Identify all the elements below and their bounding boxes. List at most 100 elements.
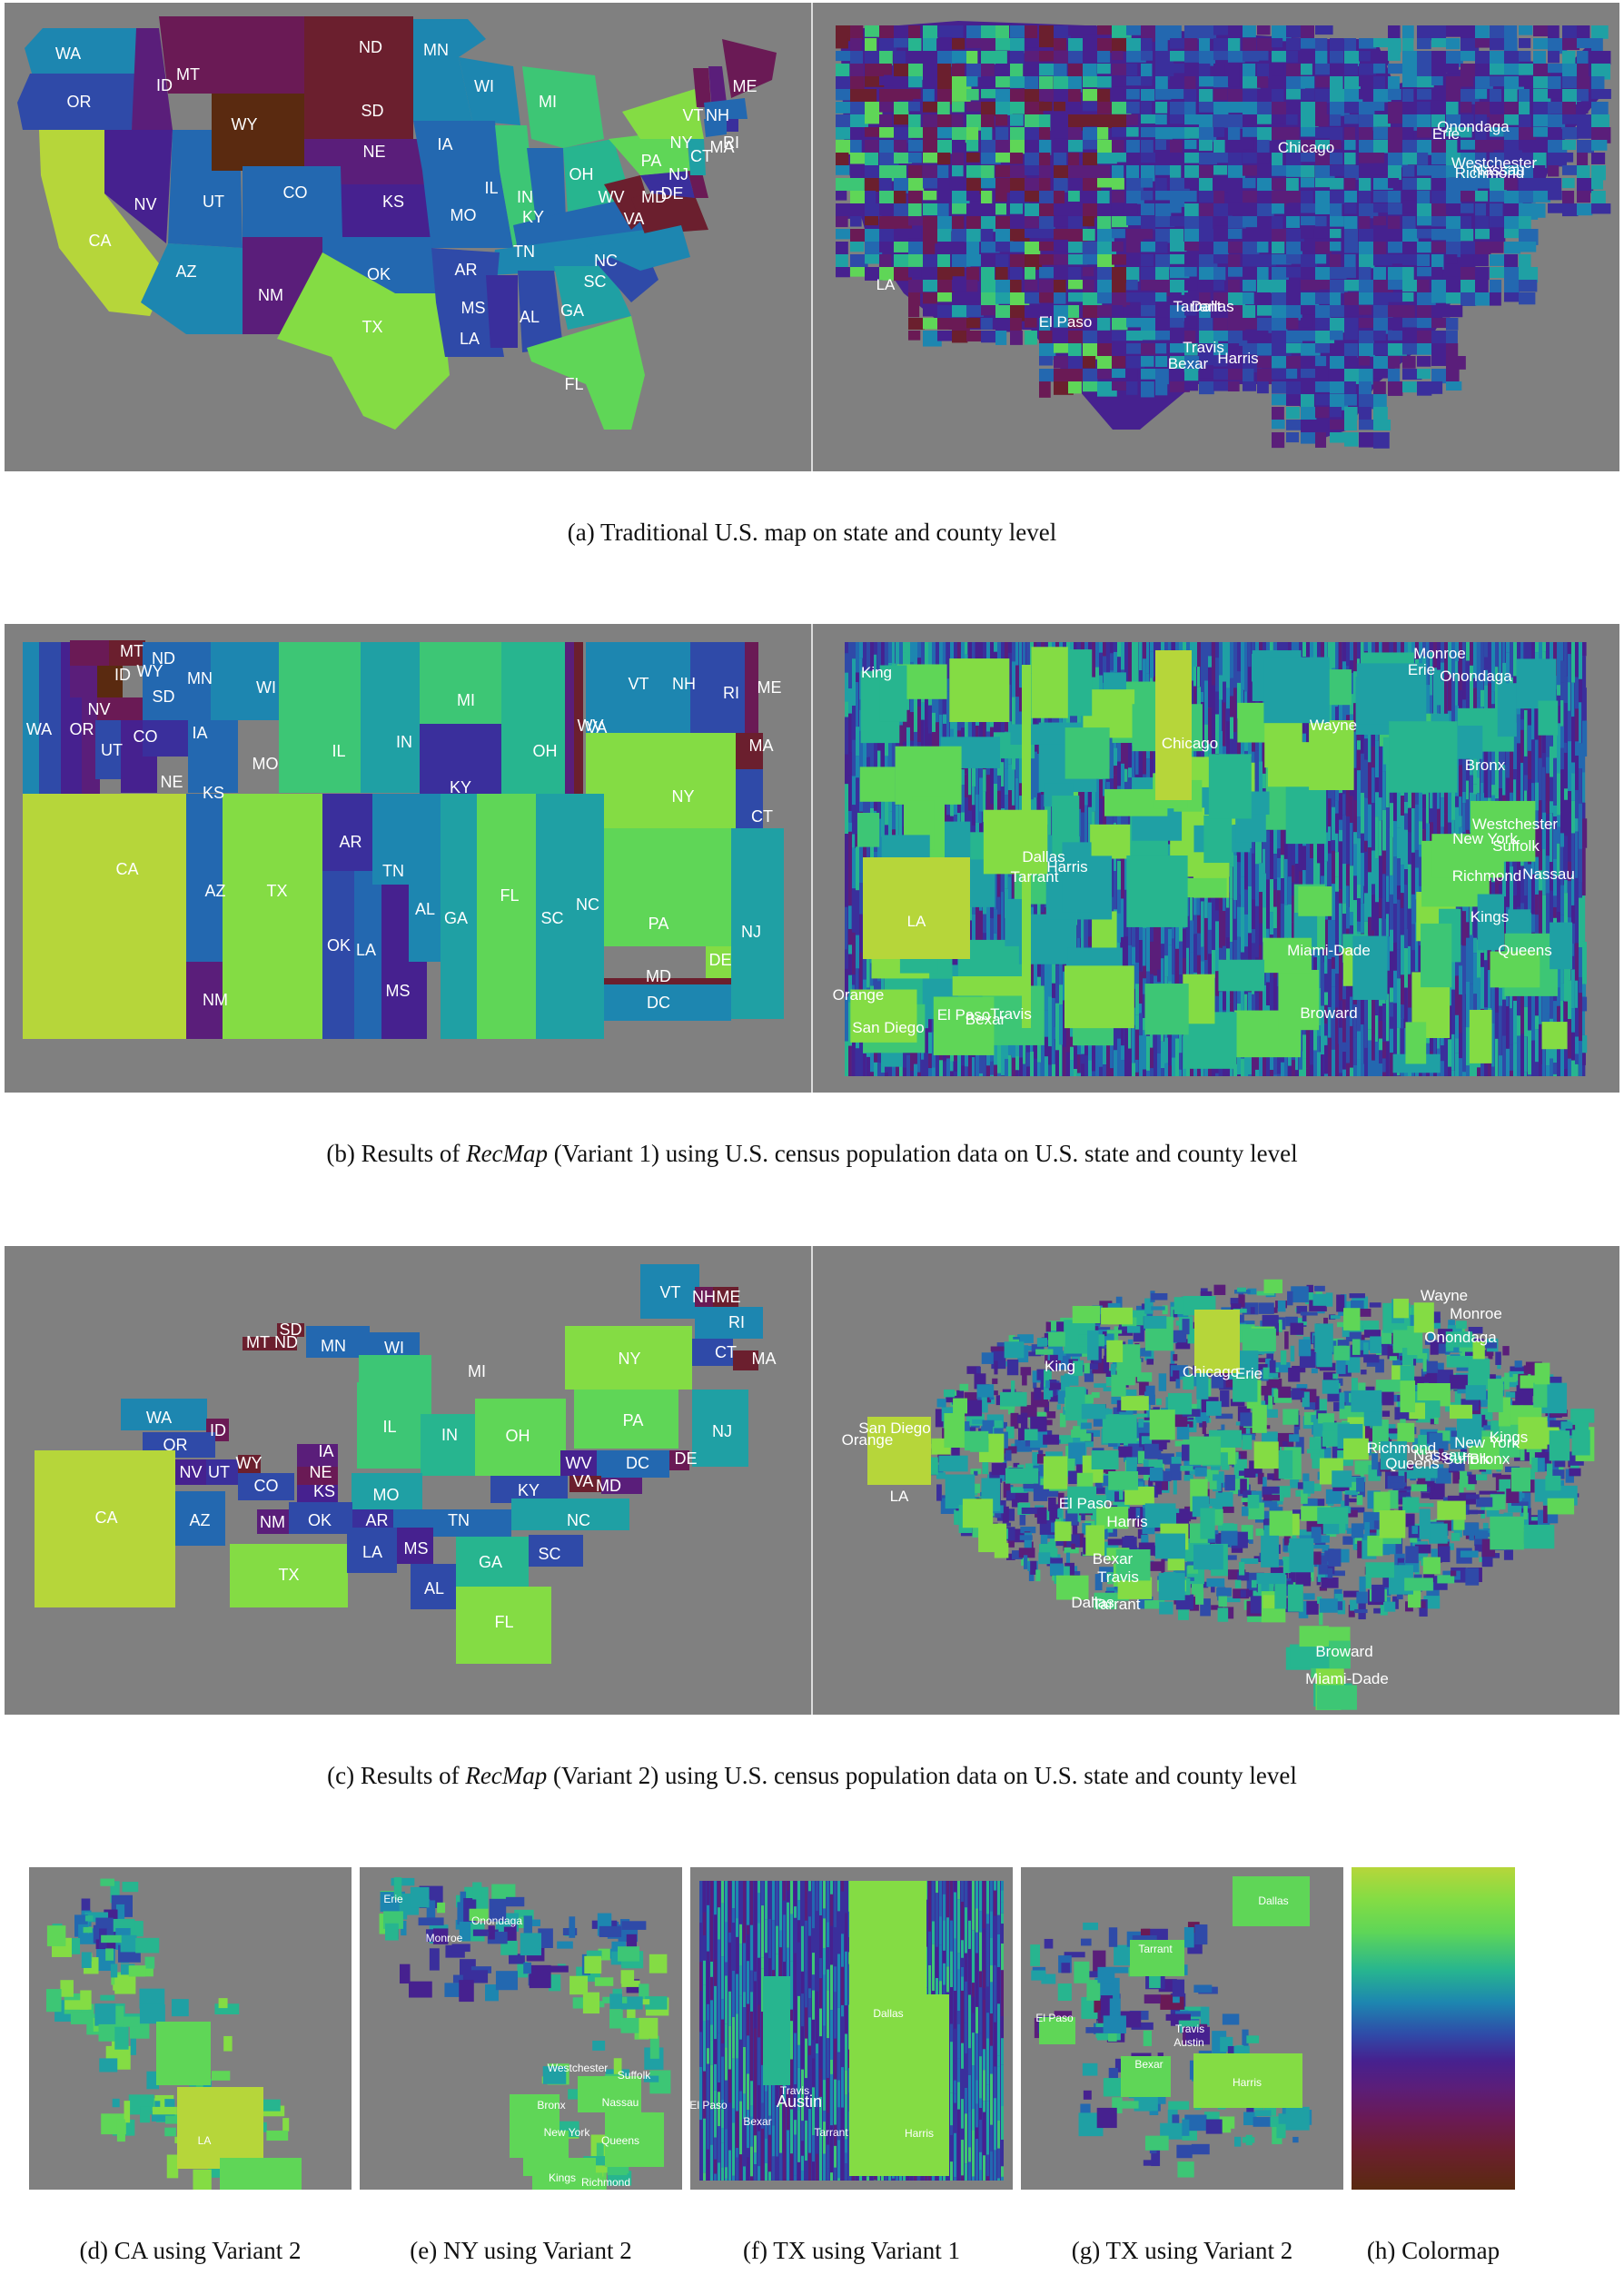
county (1344, 64, 1359, 75)
county (1330, 51, 1344, 64)
county-label: Richmond (1455, 164, 1525, 182)
county (1141, 191, 1154, 201)
county (1026, 1066, 1032, 1076)
county (1513, 1043, 1519, 1076)
county (1139, 1035, 1144, 1076)
county (1433, 1069, 1439, 1076)
county (995, 178, 1013, 193)
state-label-ut: UT (203, 193, 224, 211)
county (981, 267, 995, 282)
county (1315, 203, 1331, 214)
county (1228, 216, 1246, 229)
state-wa (25, 28, 136, 74)
county (1373, 38, 1391, 48)
county (1373, 203, 1392, 213)
county (1001, 786, 1005, 809)
county (1155, 102, 1168, 114)
county (1373, 165, 1392, 175)
county (1037, 793, 1041, 813)
county (1419, 885, 1423, 896)
county (1571, 1032, 1577, 1061)
county (952, 165, 964, 177)
county (981, 165, 995, 182)
county (1373, 394, 1387, 410)
county (1212, 903, 1216, 951)
county (1010, 178, 1028, 194)
county (1591, 127, 1611, 143)
county (1012, 661, 1017, 697)
county (1025, 305, 1041, 321)
county (1302, 1058, 1308, 1076)
county (1112, 267, 1129, 283)
county (1462, 642, 1466, 681)
county (865, 216, 879, 226)
county (1455, 661, 1459, 706)
state-label-ma: MA (752, 1350, 777, 1368)
county (1263, 773, 1266, 789)
county (972, 1057, 975, 1076)
county (1382, 1041, 1387, 1059)
county (1502, 765, 1506, 796)
county (1252, 929, 1257, 944)
county (1263, 984, 1268, 1022)
county (1386, 914, 1390, 937)
county (1315, 38, 1328, 53)
county (1010, 127, 1027, 141)
county (1375, 1042, 1380, 1076)
state-label-ms: MS (386, 982, 411, 1000)
county (865, 76, 885, 87)
state-label-id: ID (156, 76, 173, 94)
county (1388, 254, 1403, 264)
county (1204, 724, 1209, 765)
county (1083, 203, 1099, 218)
county (1448, 642, 1453, 675)
state-mt (243, 1337, 274, 1350)
county (1553, 806, 1558, 817)
county (1564, 799, 1569, 836)
county (1519, 292, 1536, 305)
county (1475, 89, 1488, 99)
county-block (1469, 1009, 1492, 1063)
county (952, 267, 965, 277)
county (1591, 102, 1609, 116)
county (1272, 394, 1289, 406)
county (1361, 1024, 1364, 1064)
county (1243, 102, 1259, 115)
county (1199, 292, 1211, 306)
county (1197, 1072, 1201, 1076)
county (1451, 945, 1456, 990)
county (1164, 911, 1169, 956)
county (1393, 792, 1397, 822)
county (1330, 331, 1343, 341)
county-block (1066, 649, 1093, 717)
county (1575, 1063, 1579, 1076)
county (1126, 305, 1145, 315)
county (906, 709, 912, 727)
county (1528, 983, 1532, 1031)
county (1571, 682, 1575, 717)
county (1346, 1063, 1351, 1076)
county (1097, 242, 1117, 258)
county (1579, 642, 1584, 679)
county (910, 642, 915, 662)
county (874, 1062, 879, 1076)
county (1135, 913, 1141, 963)
county (1346, 776, 1350, 817)
county (1524, 642, 1530, 669)
state-label-wy: WY (137, 662, 163, 680)
county-block (1352, 935, 1388, 1000)
county (1402, 343, 1421, 355)
county (1431, 102, 1446, 116)
county (1402, 51, 1419, 64)
state-label-sc: SC (540, 909, 563, 927)
county (1170, 254, 1187, 264)
county (1417, 381, 1432, 396)
county (1201, 946, 1205, 962)
county (952, 242, 965, 255)
county (1228, 331, 1248, 346)
county (1161, 958, 1164, 1008)
county (1388, 369, 1401, 383)
county-label: Suffolk (1492, 837, 1540, 855)
county (1339, 889, 1344, 904)
county (1030, 757, 1035, 800)
